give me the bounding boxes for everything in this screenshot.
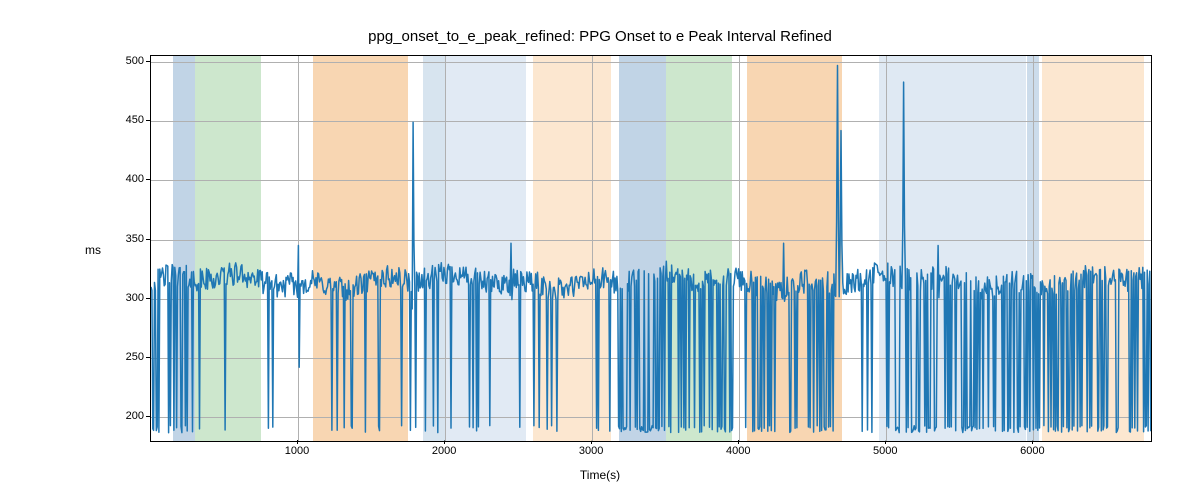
y-tick-label: 500 [126,55,144,67]
x-tick-label: 6000 [1020,445,1044,457]
chart-title: ppg_onset_to_e_peak_refined: PPG Onset t… [0,28,1200,45]
x-tick-label: 2000 [432,445,456,457]
x-tick-label: 1000 [285,445,309,457]
x-tick-label: 4000 [726,445,750,457]
signal-line [151,56,1151,441]
plot-area [150,55,1152,442]
x-tick-label: 3000 [579,445,603,457]
x-tick-label: 5000 [873,445,897,457]
y-tick-label: 250 [126,351,144,363]
y-tick-label: 400 [126,173,144,185]
y-tick-label: 350 [126,233,144,245]
x-axis-label: Time(s) [0,468,1200,482]
y-tick-label: 200 [126,410,144,422]
y-axis-label: ms [85,243,101,257]
figure: ppg_onset_to_e_peak_refined: PPG Onset t… [0,0,1200,500]
y-tick-label: 450 [126,114,144,126]
signal-path [151,66,1151,433]
y-tick-label: 300 [126,292,144,304]
